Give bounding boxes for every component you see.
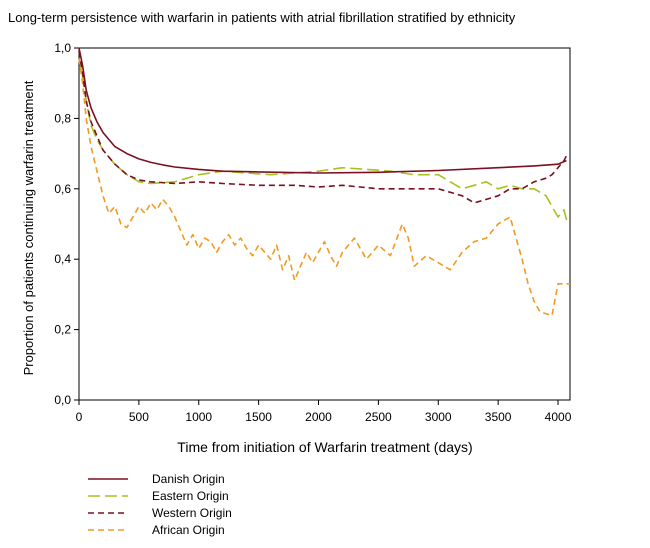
x-tick-label: 3000 (425, 410, 452, 424)
y-tick-label: 0,2 (54, 323, 71, 337)
legend-label-western-origin: Western Origin (152, 506, 232, 520)
plot-frame (78, 47, 571, 401)
x-tick-label: 1500 (245, 410, 272, 424)
series-line-african-origin (78, 58, 570, 317)
series-line-western-origin (78, 51, 569, 204)
legend-label-danish-origin: Danish Origin (152, 472, 225, 486)
x-tick-label: 2500 (365, 410, 392, 424)
x-tick-label: 4000 (545, 410, 572, 424)
legend-label-eastern-origin: Eastern Origin (152, 489, 229, 503)
legend-label-african-origin: African Origin (152, 523, 225, 537)
chart-title: Long-term persistence with warfarin in p… (8, 10, 516, 25)
series-line-eastern-origin (78, 58, 569, 225)
axes: 0 500 1000 1500 2000 2500 3000 3500 4000 0,0 0,2 0,… (54, 41, 571, 424)
x-tick-label: 2000 (305, 410, 332, 424)
y-axis-label: Proportion of patients continuing warfar… (21, 80, 36, 375)
y-tick-label: 0,6 (54, 182, 71, 196)
x-tick-label: 500 (129, 410, 149, 424)
x-tick-label: 0 (76, 410, 83, 424)
y-tick-label: 0,0 (54, 393, 71, 407)
x-tick-label: 3500 (485, 410, 512, 424)
series-line-danish-origin (78, 47, 567, 174)
y-tick-label: 0,4 (54, 252, 71, 266)
y-tick-label: 1,0 (54, 41, 71, 55)
legend: Danish Origin Eastern Origin Western Origi… (88, 472, 232, 537)
y-tick-label: 0,8 (54, 111, 71, 125)
x-axis-label: Time from initiation of Warfarin treatme… (177, 439, 472, 455)
y-axis-label-group: Proportion of patients continuing warfar… (21, 80, 36, 375)
series-group (78, 47, 570, 317)
x-tick-label: 1000 (185, 410, 212, 424)
